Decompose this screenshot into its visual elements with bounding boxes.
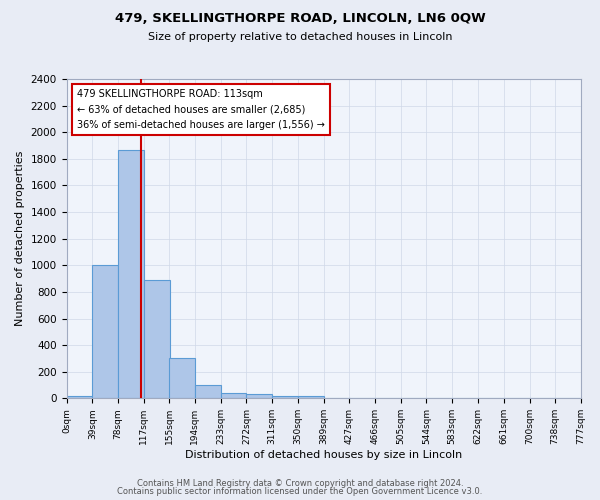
Bar xyxy=(144,280,170,398)
Text: 479, SKELLINGTHORPE ROAD, LINCOLN, LN6 0QW: 479, SKELLINGTHORPE ROAD, LINCOLN, LN6 0… xyxy=(115,12,485,26)
Bar xyxy=(195,385,221,398)
Bar xyxy=(92,266,118,398)
Bar xyxy=(221,393,247,398)
Bar xyxy=(298,396,324,398)
Bar xyxy=(169,358,195,399)
Text: 479 SKELLINGTHORPE ROAD: 113sqm
← 63% of detached houses are smaller (2,685)
36%: 479 SKELLINGTHORPE ROAD: 113sqm ← 63% of… xyxy=(77,88,325,130)
Bar xyxy=(247,394,272,398)
Bar xyxy=(272,396,298,398)
Bar xyxy=(118,150,144,398)
Y-axis label: Number of detached properties: Number of detached properties xyxy=(15,151,25,326)
Text: Contains public sector information licensed under the Open Government Licence v3: Contains public sector information licen… xyxy=(118,488,482,496)
Text: Contains HM Land Registry data © Crown copyright and database right 2024.: Contains HM Land Registry data © Crown c… xyxy=(137,478,463,488)
X-axis label: Distribution of detached houses by size in Lincoln: Distribution of detached houses by size … xyxy=(185,450,462,460)
Bar xyxy=(67,396,92,398)
Text: Size of property relative to detached houses in Lincoln: Size of property relative to detached ho… xyxy=(148,32,452,42)
